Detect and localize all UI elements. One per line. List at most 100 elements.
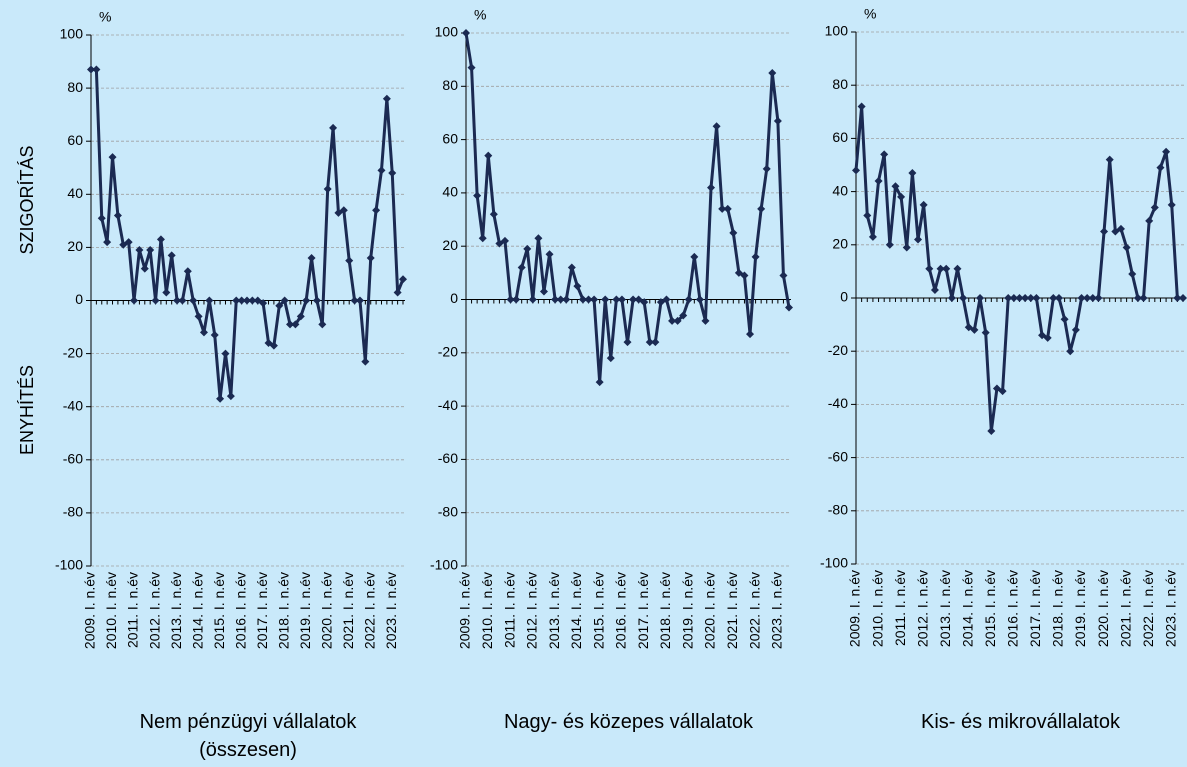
data-point [556, 295, 565, 304]
y-tick-label: 20 [832, 236, 848, 252]
data-point [768, 68, 777, 77]
data-point [868, 232, 877, 241]
y-tick-label: 60 [442, 130, 458, 146]
data-point [773, 116, 782, 125]
x-tick-label: 2023. I. n.év [1162, 570, 1178, 647]
data-point [388, 169, 397, 178]
data-point [690, 252, 699, 261]
data-point [124, 238, 133, 247]
y-label: ENYHÍTÉS [17, 365, 37, 455]
data-point [291, 320, 300, 329]
data-point [473, 191, 482, 200]
data-point [500, 236, 509, 245]
x-tick-label: 2021. I. n.év [340, 572, 356, 649]
x-tick-label: 2011. I. n.év [501, 572, 517, 648]
data-point [312, 296, 321, 305]
y-tick-label: -40 [63, 397, 83, 413]
data-point [302, 296, 311, 305]
data-point [264, 338, 273, 347]
data-point [1032, 294, 1041, 302]
data-point [1038, 331, 1047, 340]
data-point [1077, 294, 1086, 302]
y-tick-label: -60 [438, 450, 458, 466]
data-point [275, 301, 284, 310]
x-tick-label: 2021. I. n.év [1117, 570, 1133, 647]
data-line [91, 68, 405, 401]
x-tick-label: 2013. I. n.év [168, 572, 184, 649]
data-point [162, 288, 171, 297]
data-point [130, 296, 139, 305]
data-point [1066, 347, 1075, 356]
data-point [606, 354, 615, 363]
data-point [914, 235, 923, 244]
y-unit: % [864, 6, 876, 22]
x-tick-label: 2023. I. n.év [383, 572, 399, 649]
y-tick-label: -60 [63, 451, 83, 467]
data-point [1179, 294, 1187, 302]
data-point [92, 65, 101, 74]
data-point [919, 200, 928, 209]
data-point [1043, 333, 1052, 342]
data-point [523, 244, 532, 253]
data-point [679, 311, 688, 320]
data-point [296, 312, 305, 321]
data-point [1088, 294, 1097, 302]
x-tick-label: 2015. I. n.év [211, 572, 227, 649]
data-point [248, 296, 257, 305]
data-point [601, 295, 610, 304]
data-point [253, 296, 262, 305]
x-tick-label: 2015. I. n.év [982, 570, 998, 647]
data-point [746, 330, 755, 339]
data-point [734, 268, 743, 277]
x-tick-label: 2014. I. n.év [959, 570, 975, 647]
x-tick-label: 2009. I. n.év [847, 570, 863, 647]
data-point [1116, 224, 1125, 233]
data-point [662, 295, 671, 304]
data-point [718, 204, 727, 213]
data-point [897, 192, 906, 201]
data-point [590, 295, 599, 304]
data-point [199, 328, 208, 337]
data-point [595, 378, 604, 387]
x-tick-label: 2013. I. n.év [546, 572, 562, 649]
data-point [205, 296, 214, 305]
data-point [584, 295, 593, 304]
data-point [1111, 227, 1120, 236]
y-tick-label: -100 [55, 557, 83, 573]
x-tick-label: 2019. I. n.év [1072, 570, 1088, 647]
data-point [478, 234, 487, 243]
data-point [578, 295, 587, 304]
y-tick-label: 100 [60, 26, 84, 42]
x-tick-label: 2023. I. n.év [769, 572, 785, 649]
data-point [489, 210, 498, 219]
data-point [707, 183, 716, 192]
x-tick-label: 2021. I. n.év [724, 572, 740, 649]
y-tick-label: 40 [832, 182, 848, 198]
data-point [151, 296, 160, 305]
data-point [629, 295, 638, 304]
chart-title: Nem pénzügyi vállalatok (összesen) [139, 711, 357, 761]
x-tick-label: 2009. I. n.év [82, 572, 98, 649]
x-tick-label: 2022. I. n.év [361, 572, 377, 649]
data-point [307, 254, 316, 263]
data-point [1156, 163, 1165, 172]
y-tick-label: -80 [828, 502, 848, 518]
y-tick-label: 0 [840, 289, 848, 305]
x-tick-label: 2014. I. n.év [568, 572, 584, 649]
data-point [232, 296, 241, 305]
data-point [930, 286, 939, 295]
data-point [740, 271, 749, 280]
data-point [551, 295, 560, 304]
data-point [617, 295, 626, 304]
data-point [936, 264, 945, 273]
data-point [108, 153, 117, 162]
data-point [1083, 294, 1092, 302]
x-tick-label: 2010. I. n.év [479, 572, 495, 649]
data-point [269, 341, 278, 350]
data-point [237, 296, 246, 305]
x-tick-label: 2016. I. n.év [1005, 570, 1021, 647]
data-point [970, 325, 979, 334]
data-point [1004, 294, 1013, 302]
